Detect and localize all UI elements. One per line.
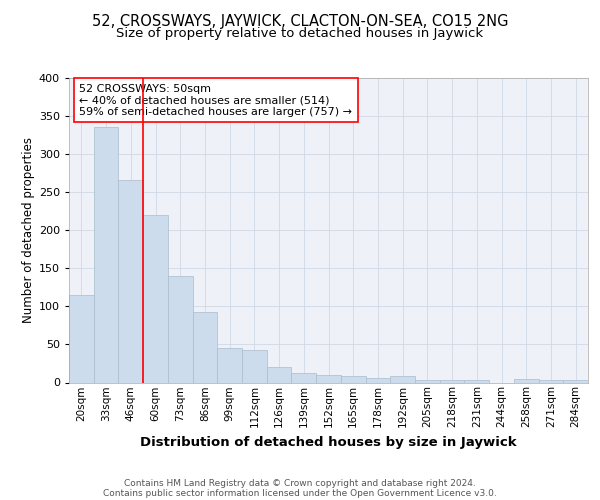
Bar [118, 180, 143, 382]
Bar [143, 215, 168, 382]
Bar [316, 375, 341, 382]
Bar [292, 372, 316, 382]
Y-axis label: Number of detached properties: Number of detached properties [22, 137, 35, 323]
Text: 52, CROSSWAYS, JAYWICK, CLACTON-ON-SEA, CO15 2NG: 52, CROSSWAYS, JAYWICK, CLACTON-ON-SEA, … [92, 14, 508, 29]
X-axis label: Distribution of detached houses by size in Jaywick: Distribution of detached houses by size … [140, 436, 517, 448]
Bar [464, 380, 489, 382]
Text: Size of property relative to detached houses in Jaywick: Size of property relative to detached ho… [116, 28, 484, 40]
Bar [94, 127, 118, 382]
Text: 52 CROSSWAYS: 50sqm
← 40% of detached houses are smaller (514)
59% of semi-detac: 52 CROSSWAYS: 50sqm ← 40% of detached ho… [79, 84, 352, 117]
Bar [168, 276, 193, 382]
Bar [365, 378, 390, 382]
Bar [69, 295, 94, 382]
Bar [390, 376, 415, 382]
Text: Contains HM Land Registry data © Crown copyright and database right 2024.: Contains HM Land Registry data © Crown c… [124, 478, 476, 488]
Bar [440, 380, 464, 382]
Bar [267, 367, 292, 382]
Bar [539, 380, 563, 382]
Bar [242, 350, 267, 382]
Text: Contains public sector information licensed under the Open Government Licence v3: Contains public sector information licen… [103, 488, 497, 498]
Bar [217, 348, 242, 382]
Bar [415, 380, 440, 382]
Bar [341, 376, 365, 382]
Bar [514, 378, 539, 382]
Bar [563, 380, 588, 382]
Bar [193, 312, 217, 382]
